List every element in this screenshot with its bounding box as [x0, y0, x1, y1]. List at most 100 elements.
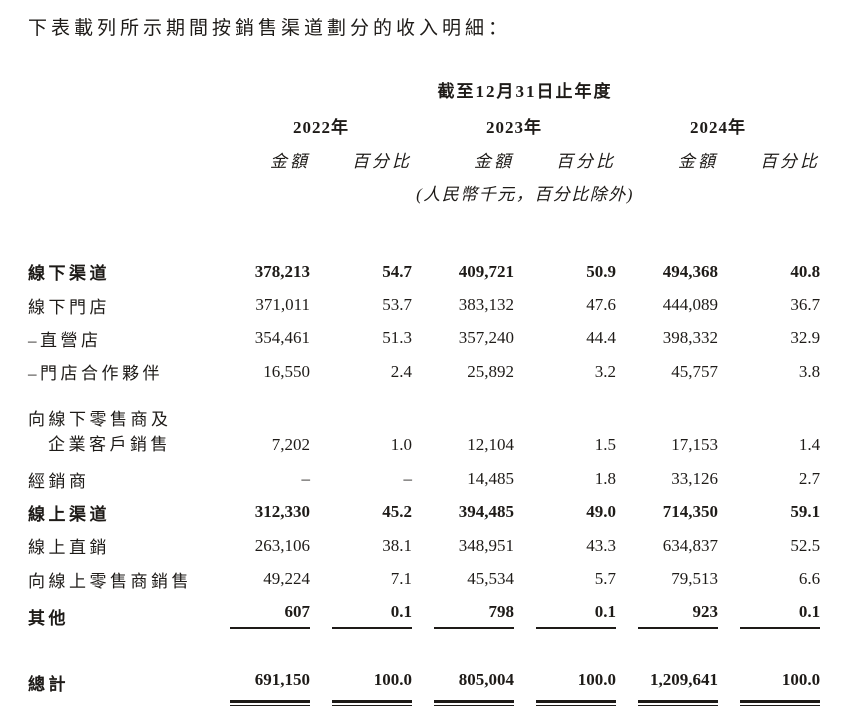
percent-2023: 49.0 [586, 502, 616, 522]
percent-2022: 54.7 [382, 261, 412, 281]
amount-2022: 312,330 [254, 502, 310, 522]
period-header-row: 截至12月31日止年度 [28, 42, 820, 102]
percent-2024: 32.9 [790, 328, 821, 348]
percent-2022: 0.1 [332, 602, 412, 630]
table-row-offline-retailers-corporate: 向線下零售商及 企業客戶銷售 7,202 1.0 12,104 1.5 17,1… [28, 389, 820, 463]
amount-2022: 607 [230, 602, 310, 630]
amount-2024: 634,837 [662, 535, 718, 555]
row-label-line2: 企業客戶銷售 [48, 435, 171, 455]
intro-text: 下表載列所示期間按銷售渠道劃分的收入明細： [28, 18, 512, 39]
percent-2024: 100.0 [740, 670, 821, 707]
period-header: 截至12月31日止年度 [437, 82, 613, 101]
amount-2022: 691,150 [230, 670, 310, 707]
amount-2024: 494,368 [662, 261, 718, 281]
percent-2023: 50.9 [586, 261, 616, 281]
percent-2023: 44.4 [586, 328, 616, 348]
spacer-row [28, 205, 820, 255]
percent-2022: 7.1 [390, 569, 412, 589]
amount-2023: 805,004 [434, 670, 514, 707]
table-row-total: 總計 691,150 100.0 805,004 100.0 1,209,641… [28, 667, 821, 710]
amount-2024: 79,513 [671, 569, 718, 589]
amount-2024: 923 [638, 602, 718, 630]
amount-2023: 394,485 [458, 502, 514, 522]
amount-label-2024: 金額 [678, 152, 718, 171]
percent-2024: 3.8 [798, 361, 821, 381]
amount-2023: 14,485 [467, 469, 514, 489]
percent-2023: 100.0 [536, 670, 616, 707]
amount-2023: 383,132 [458, 295, 514, 315]
year-header-2024: 2024年 [690, 118, 747, 137]
percent-label-2022: 百分比 [352, 152, 412, 171]
percent-2022: 100.0 [332, 670, 412, 707]
table-row-offline-channels: 線下渠道 378,213 54.7 409,721 50.9 494,368 4… [28, 255, 820, 288]
amount-label-2022: 金額 [270, 152, 310, 171]
amount-2023: 45,534 [467, 569, 514, 589]
percent-2023: 47.6 [586, 295, 616, 315]
table-row-online-retailers: 向線上零售商銷售 49,224 7.1 45,534 5.7 79,513 6.… [28, 563, 820, 596]
subheader-row: 金額 百分比 金額 百分比 金額 百分比 [28, 138, 820, 172]
percent-2023: 0.1 [536, 602, 616, 630]
percent-2022: 53.7 [382, 295, 412, 315]
table-row-online-channels: 線上渠道 312,330 45.2 394,485 49.0 714,350 5… [28, 496, 820, 529]
table-row-distributors: 經銷商 – – 14,485 1.8 33,126 2.7 [28, 462, 820, 495]
amount-2022: 378,213 [254, 261, 310, 281]
amount-2023: 12,104 [467, 435, 514, 455]
amount-2023: 798 [434, 602, 514, 630]
unit-note: (人民幣千元，百分比除外) [416, 185, 634, 204]
row-label: 其他 [28, 609, 69, 629]
percent-label-2024: 百分比 [760, 152, 821, 171]
row-label: 總計 [28, 675, 69, 695]
table-row-directly-operated-stores: –直營店 354,461 51.3 357,240 44.4 398,332 3… [28, 322, 820, 355]
amount-label-2023: 金額 [474, 152, 514, 171]
year-header-2022: 2022年 [293, 118, 349, 137]
row-label-line1: 向線下零售商及 [28, 410, 172, 430]
year-header-2023: 2023年 [486, 118, 542, 137]
spacer-row [28, 629, 820, 667]
amount-2022: 7,202 [271, 435, 310, 455]
table-row-store-partners: –門店合作夥伴 16,550 2.4 25,892 3.2 45,757 3.8 [28, 355, 820, 388]
percent-2023: 43.3 [586, 535, 616, 555]
amount-2023: 25,892 [467, 361, 514, 381]
table-row-others: 其他 607 0.1 798 0.1 923 0.1 [28, 596, 821, 630]
row-label: 線上直銷 [28, 538, 110, 558]
percent-2024: 2.7 [798, 469, 821, 489]
percent-2022: 51.3 [382, 328, 412, 348]
percent-2024: 36.7 [790, 295, 821, 315]
percent-2022: 38.1 [382, 535, 412, 555]
row-label: 線下門店 [28, 297, 110, 317]
amount-2022: 371,011 [255, 295, 310, 315]
row-label: 線上渠道 [28, 504, 110, 524]
table-row-offline-stores: 線下門店 371,011 53.7 383,132 47.6 444,089 3… [28, 288, 820, 321]
amount-2023: 348,951 [458, 535, 514, 555]
percent-2022: – [403, 469, 413, 489]
amount-2022: 354,461 [254, 328, 310, 348]
percent-2024: 1.4 [798, 435, 821, 455]
percent-2024: 59.1 [790, 502, 821, 522]
table-row-online-direct-sales: 線上直銷 263,106 38.1 348,951 43.3 634,837 5… [28, 529, 820, 562]
percent-2023: 3.2 [594, 361, 616, 381]
percent-2024: 6.6 [798, 569, 821, 589]
amount-2022: 263,106 [254, 535, 310, 555]
percent-2023: 5.7 [594, 569, 616, 589]
amount-2024: 33,126 [671, 469, 718, 489]
amount-2022: – [301, 469, 311, 489]
amount-2023: 357,240 [458, 328, 514, 348]
percent-2023: 1.8 [594, 469, 616, 489]
percent-2024: 52.5 [790, 535, 821, 555]
row-label: –直營店 [28, 330, 102, 350]
amount-2024: 444,089 [662, 295, 718, 315]
amount-2024: 398,332 [662, 328, 718, 348]
percent-2022: 1.0 [390, 435, 412, 455]
row-label: –門店合作夥伴 [28, 364, 163, 384]
amount-2024: 17,153 [671, 435, 718, 455]
amount-2023: 409,721 [458, 261, 514, 281]
years-header-row: 2022年 2023年 2024年 [28, 102, 820, 138]
amount-2024: 45,757 [671, 361, 718, 381]
amount-2024: 714,350 [662, 502, 718, 522]
percent-2024: 40.8 [790, 261, 821, 281]
percent-2024: 0.1 [740, 602, 821, 630]
amount-2022: 49,224 [263, 569, 310, 589]
row-label: 向線上零售商銷售 [28, 571, 192, 591]
row-label: 線下渠道 [28, 264, 110, 284]
